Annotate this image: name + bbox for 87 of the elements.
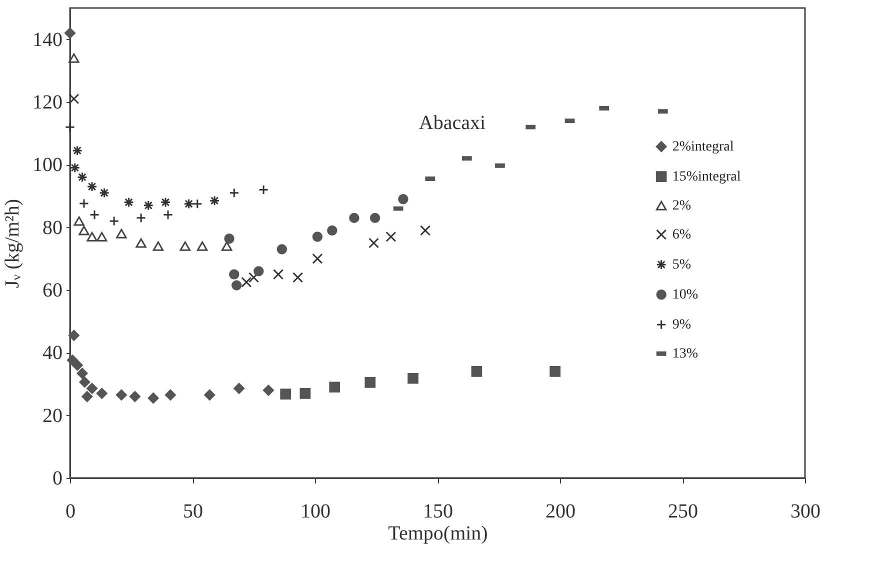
point [312, 232, 323, 242]
legend-label: 15%integral [672, 170, 741, 185]
x-tick-label: 150 [423, 500, 453, 522]
legend-label: 2% [672, 198, 692, 214]
point [77, 172, 88, 182]
point [232, 280, 242, 290]
point [152, 241, 164, 251]
legend-label: 13% [672, 346, 698, 362]
point [76, 368, 88, 379]
x-tick-label: 250 [668, 500, 698, 522]
point [292, 272, 304, 283]
point [329, 382, 340, 393]
y-tick-label: 40 [42, 342, 62, 364]
point [204, 389, 216, 400]
point [234, 382, 245, 394]
y-tick-label: 100 [32, 154, 62, 176]
point [68, 53, 80, 63]
point [420, 225, 431, 236]
point [272, 269, 284, 280]
point [99, 188, 110, 198]
point [368, 238, 380, 248]
point [70, 162, 80, 173]
point [72, 360, 83, 371]
point [180, 241, 190, 251]
y-tick-label: 60 [42, 280, 62, 302]
point [471, 366, 482, 377]
y-tick-label: 140 [32, 28, 62, 51]
point [129, 391, 140, 402]
point [143, 200, 154, 211]
point [79, 376, 90, 388]
x-tick-label: 300 [790, 500, 820, 522]
point [262, 384, 274, 396]
point [209, 196, 220, 206]
point [64, 28, 76, 39]
point [74, 216, 84, 226]
point [276, 244, 288, 254]
x-tick-label: 200 [546, 500, 576, 522]
point [160, 197, 171, 208]
legend-label: 10% [672, 288, 698, 303]
point [116, 389, 127, 400]
x-tick-label: 100 [300, 500, 330, 522]
point [254, 266, 264, 276]
y-tick-label: 0 [52, 468, 62, 490]
legend-label: 5% [672, 258, 692, 273]
point [312, 253, 323, 264]
point [68, 94, 80, 104]
point [229, 269, 240, 280]
y-tick-label: 80 [42, 216, 62, 239]
point [224, 234, 234, 244]
point [86, 382, 98, 394]
point [408, 372, 418, 384]
point [248, 272, 260, 283]
point [72, 145, 83, 156]
point [82, 391, 93, 402]
point [164, 389, 176, 400]
point [370, 212, 380, 224]
point [349, 212, 360, 224]
point [364, 377, 376, 388]
point [280, 388, 292, 400]
legend-label: 6% [672, 228, 692, 243]
point [550, 366, 561, 377]
annotation: Abacaxi [418, 112, 486, 134]
point [327, 225, 338, 236]
x-axis-title: Tempo(min) [388, 522, 488, 544]
point [86, 232, 98, 242]
point [196, 241, 208, 251]
point [96, 232, 108, 242]
point [78, 226, 90, 236]
point [241, 276, 252, 288]
y-tick-label: 20 [42, 404, 62, 427]
point [86, 181, 98, 192]
point [116, 228, 127, 238]
y-tick-label: 120 [32, 92, 62, 114]
point [68, 330, 80, 341]
legend-label: 9% [672, 318, 692, 333]
legend-label: 2%integral [672, 140, 734, 155]
point [136, 238, 146, 248]
point [386, 231, 396, 242]
x-tick-label: 50 [183, 500, 203, 522]
point [148, 392, 159, 404]
point [124, 197, 134, 208]
point [300, 388, 311, 399]
point [96, 388, 108, 399]
point [221, 241, 232, 251]
point [66, 354, 78, 366]
y-axis-title: Jᵥ (kg/m²h) [2, 198, 24, 288]
point [398, 194, 408, 204]
